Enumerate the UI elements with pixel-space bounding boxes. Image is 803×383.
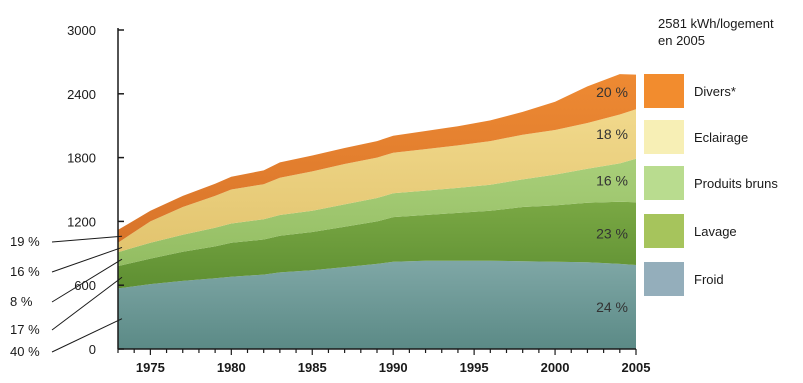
y-tick-label: 3000 (67, 23, 96, 38)
y-tick-label: 600 (74, 278, 96, 293)
end-percent-label: 16 % (596, 172, 628, 188)
area-lavage (118, 201, 636, 289)
start-percent-labels: 19 % 16 % 8 % 17 % 40 % (10, 234, 123, 359)
area-froid (118, 260, 636, 349)
start-percent-label: 8 % (10, 294, 33, 309)
leader-line (51, 318, 123, 353)
start-percent-label: 19 % (10, 234, 40, 249)
legend-swatch (644, 262, 684, 296)
end-percent-labels: 24 % 23 % 16 % 18 % 20 % (596, 84, 628, 315)
x-tick-label: 1980 (217, 360, 246, 375)
legend-label: Froid (694, 272, 724, 287)
legend-label: Lavage (694, 224, 737, 239)
legend-label: Produits bruns (694, 176, 778, 191)
leader-line (51, 235, 123, 243)
legend-label: Divers* (694, 84, 736, 99)
legend-label: Eclairage (694, 130, 748, 145)
end-percent-label: 18 % (596, 126, 628, 142)
annotation-line-2: en 2005 (658, 33, 705, 48)
legend-swatch (644, 74, 684, 108)
y-tick-label: 1200 (67, 214, 96, 229)
leader-line (51, 276, 123, 331)
start-percent-label: 17 % (10, 322, 40, 337)
x-tick-label: 2005 (622, 360, 651, 375)
area-produits-bruns (118, 158, 636, 267)
x-tick-label: 2000 (541, 360, 570, 375)
legend-swatch (644, 214, 684, 248)
y-tick-label: 0 (89, 342, 96, 357)
annotation-line-1: 2581 kWh/logement (658, 16, 774, 31)
area-divers (118, 74, 636, 243)
legend: Divers* Eclairage Produits bruns Lavage Froi… (644, 74, 778, 296)
y-tick-label: 2400 (67, 87, 96, 102)
x-tick-label: 1975 (136, 360, 165, 375)
x-tick-label: 1990 (379, 360, 408, 375)
start-percent-label: 16 % (10, 264, 40, 279)
y-tick-label: 1800 (67, 151, 96, 166)
end-percent-label: 23 % (596, 226, 628, 242)
area-layers (118, 74, 636, 349)
start-percent-label: 40 % (10, 344, 40, 359)
axes: 0 600 1200 1800 2400 3000 1975 1980 1985 1990 1995… (67, 23, 650, 375)
leader-line (51, 258, 123, 303)
end-percent-label: 24 % (596, 299, 628, 315)
legend-swatch (644, 120, 684, 154)
leader-line (51, 246, 123, 273)
end-percent-label: 20 % (596, 84, 628, 100)
area-eclairage (118, 109, 636, 253)
legend-swatch (644, 166, 684, 200)
x-tick-label: 1995 (460, 360, 489, 375)
x-tick-label: 1985 (298, 360, 327, 375)
